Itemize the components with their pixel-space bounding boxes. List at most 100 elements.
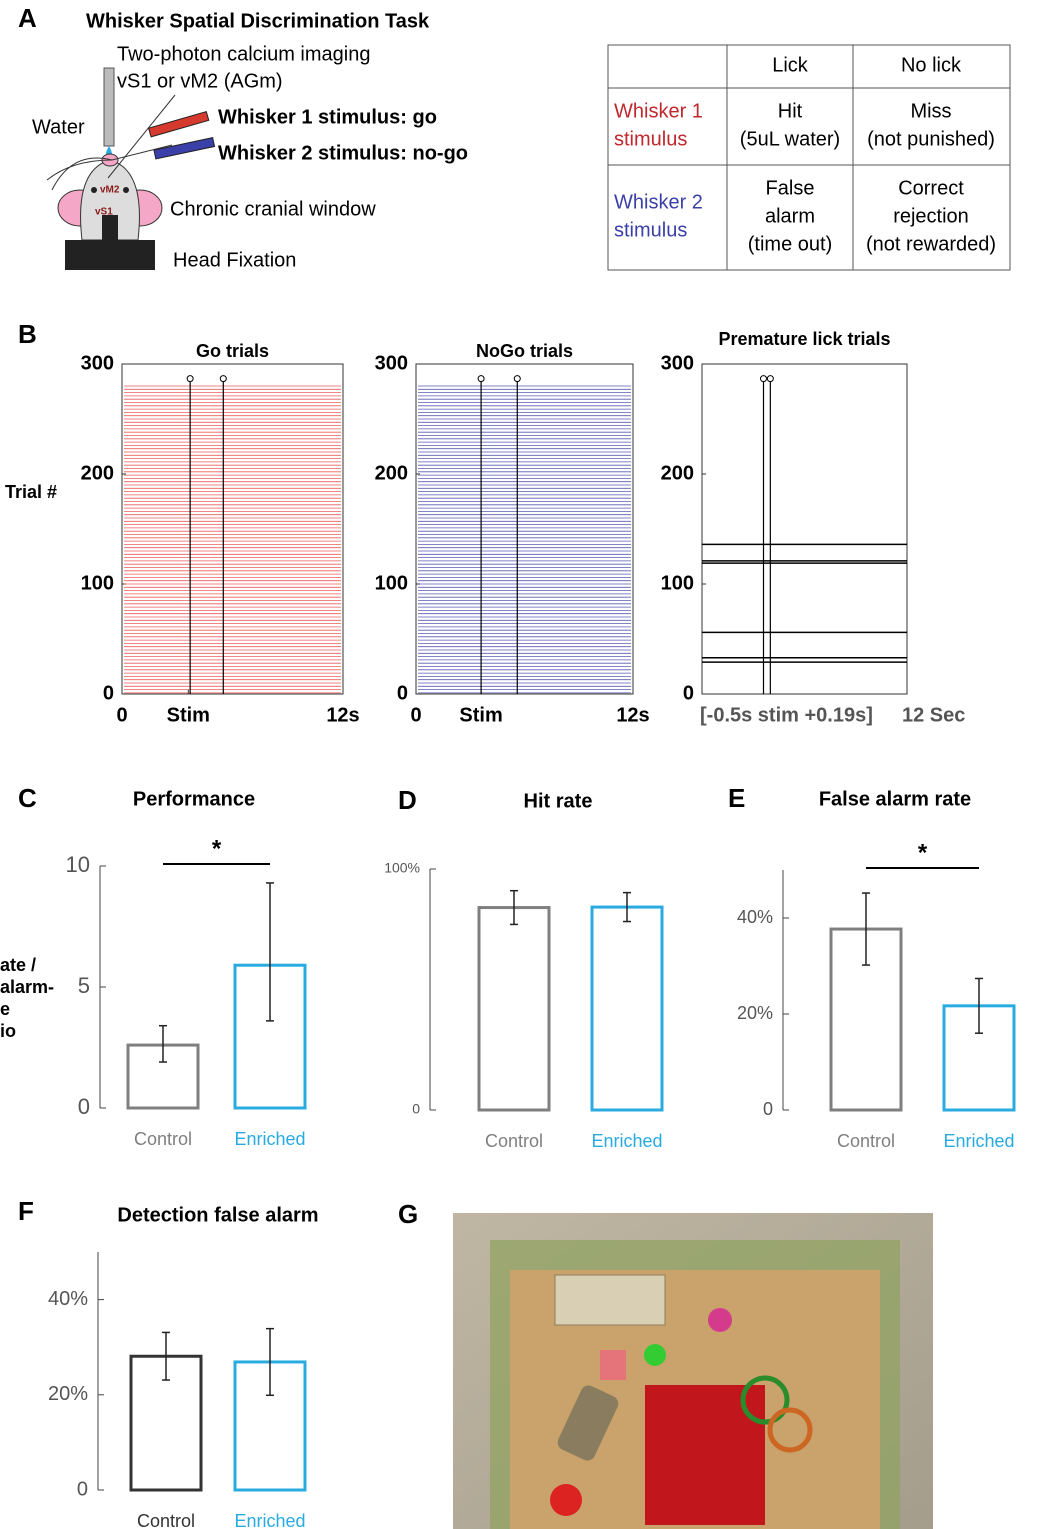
y-tick-label: 100 <box>375 572 408 594</box>
panel-label: C <box>18 783 37 813</box>
x-tick-label: Enriched <box>234 1511 305 1529</box>
x-tick-label: 0 <box>116 704 127 726</box>
y-tick-label: 200 <box>81 462 114 484</box>
x-tick-label: Enriched <box>234 1129 305 1149</box>
y-axis-label: Trial # <box>5 482 57 502</box>
x-tick-label: Control <box>137 1511 195 1529</box>
figure: A B C D E F G Whisker Spatial Discrimination Ta… <box>0 0 1043 1529</box>
imaging-label: Two-photon calcium imaging <box>117 43 370 65</box>
water-label: Water <box>32 116 85 138</box>
x-tick-label: Control <box>485 1131 543 1151</box>
y-tick-label: 0 <box>78 1094 90 1119</box>
event-marker <box>514 376 520 382</box>
row-label: stimulus <box>614 219 687 241</box>
significance-label: * <box>918 839 928 866</box>
plot-box <box>702 364 907 694</box>
y-tick-label: 0 <box>103 682 114 704</box>
panel-label: B <box>18 319 37 349</box>
y-tick-label: 300 <box>81 352 114 374</box>
event-marker <box>220 376 226 382</box>
event-marker <box>187 376 193 382</box>
panel-label: E <box>728 783 745 813</box>
event-marker <box>767 376 773 382</box>
y-tick-label: 100 <box>81 572 114 594</box>
chart-title: Performance <box>133 788 255 810</box>
chart-title: False alarm rate <box>819 788 971 810</box>
plot-box <box>122 364 343 694</box>
panel-label: F <box>18 1196 34 1226</box>
table-cell: (not rewarded) <box>866 233 996 255</box>
brain-label: vM2 <box>100 185 120 196</box>
x-tick-label: Enriched <box>943 1131 1014 1151</box>
row-label: Whisker 2 <box>614 191 703 213</box>
table-cell: False <box>766 177 815 199</box>
row-label: Whisker 1 <box>614 100 703 122</box>
y-tick-label: 0 <box>763 1099 773 1119</box>
imaging-label: vS1 or vM2 (AGm) <box>117 70 283 92</box>
brain-label: vS1 <box>95 207 113 218</box>
y-tick-label: 10 <box>66 852 90 877</box>
y-tick-label: 0 <box>683 682 694 704</box>
table-cell: (time out) <box>748 233 832 255</box>
event-marker <box>761 376 767 382</box>
table-cell: (not punished) <box>867 128 995 150</box>
panel-label: D <box>398 785 417 815</box>
panel-label: A <box>18 3 37 33</box>
page: A B C D E F G Whisker Spatial Discrimination Ta… <box>0 0 1043 1529</box>
stim-label: Whisker 2 stimulus: no-go <box>218 142 468 164</box>
y-tick-label: 20% <box>48 1383 88 1405</box>
y-tick-label: 200 <box>661 462 694 484</box>
y-tick-label: 20% <box>737 1003 773 1023</box>
table-cell: (5uL water) <box>740 128 840 150</box>
table-cell: rejection <box>893 205 969 227</box>
x-axis-label: 12 Sec <box>902 704 965 726</box>
x-tick-label: 12s <box>326 704 359 726</box>
x-axis-label: [-0.5s stim +0.19s] <box>700 704 873 726</box>
panel-label: G <box>398 1199 418 1229</box>
y-axis-label: alarm- <box>0 977 54 997</box>
y-tick-label: 40% <box>48 1288 88 1310</box>
plot-box <box>416 364 633 694</box>
y-tick-label: 100 <box>661 572 694 594</box>
table-cell: Hit <box>778 100 803 122</box>
row-label: stimulus <box>614 128 687 150</box>
y-axis-label: e <box>0 999 10 1019</box>
table-cell: alarm <box>765 205 815 227</box>
chart-title: NoGo trials <box>476 341 573 361</box>
y-tick-label: 200 <box>375 462 408 484</box>
y-tick-label: 100% <box>384 860 420 876</box>
table-header: Lick <box>772 54 809 76</box>
table-cell: Miss <box>910 100 951 122</box>
task-title: Whisker Spatial Discrimination Task <box>86 10 430 32</box>
x-tick-label: Stim <box>459 704 502 726</box>
chart-title: Detection false alarm <box>117 1204 318 1226</box>
table-header: No lick <box>901 54 962 76</box>
bar <box>592 907 662 1110</box>
x-tick-label: 0 <box>410 704 421 726</box>
window-label: Chronic cranial window <box>170 198 376 220</box>
x-tick-label: 12s <box>616 704 649 726</box>
event-marker <box>478 376 484 382</box>
y-tick-label: 40% <box>737 907 773 927</box>
y-tick-label: 5 <box>78 973 90 998</box>
y-tick-label: 0 <box>412 1101 420 1117</box>
stim-label: Whisker 1 stimulus: go <box>218 106 437 128</box>
chart-title: Premature lick trials <box>718 329 890 349</box>
x-tick-label: Enriched <box>591 1131 662 1151</box>
mouse-diagram <box>47 68 215 270</box>
x-tick-label: Control <box>134 1129 192 1149</box>
y-axis-label: io <box>0 1021 16 1041</box>
x-tick-label: Control <box>837 1131 895 1151</box>
chart-title: Go trials <box>196 341 269 361</box>
y-tick-label: 300 <box>375 352 408 374</box>
y-tick-label: 0 <box>397 682 408 704</box>
enriched-cage-photo <box>453 1213 933 1529</box>
y-tick-label: 300 <box>661 352 694 374</box>
chart-title: Hit rate <box>524 790 593 812</box>
bar <box>479 908 549 1110</box>
x-tick-label: Stim <box>167 704 210 726</box>
significance-label: * <box>212 835 222 862</box>
table-cell: Correct <box>898 177 964 199</box>
y-tick-label: 0 <box>77 1478 88 1500</box>
fixation-label: Head Fixation <box>173 249 296 271</box>
